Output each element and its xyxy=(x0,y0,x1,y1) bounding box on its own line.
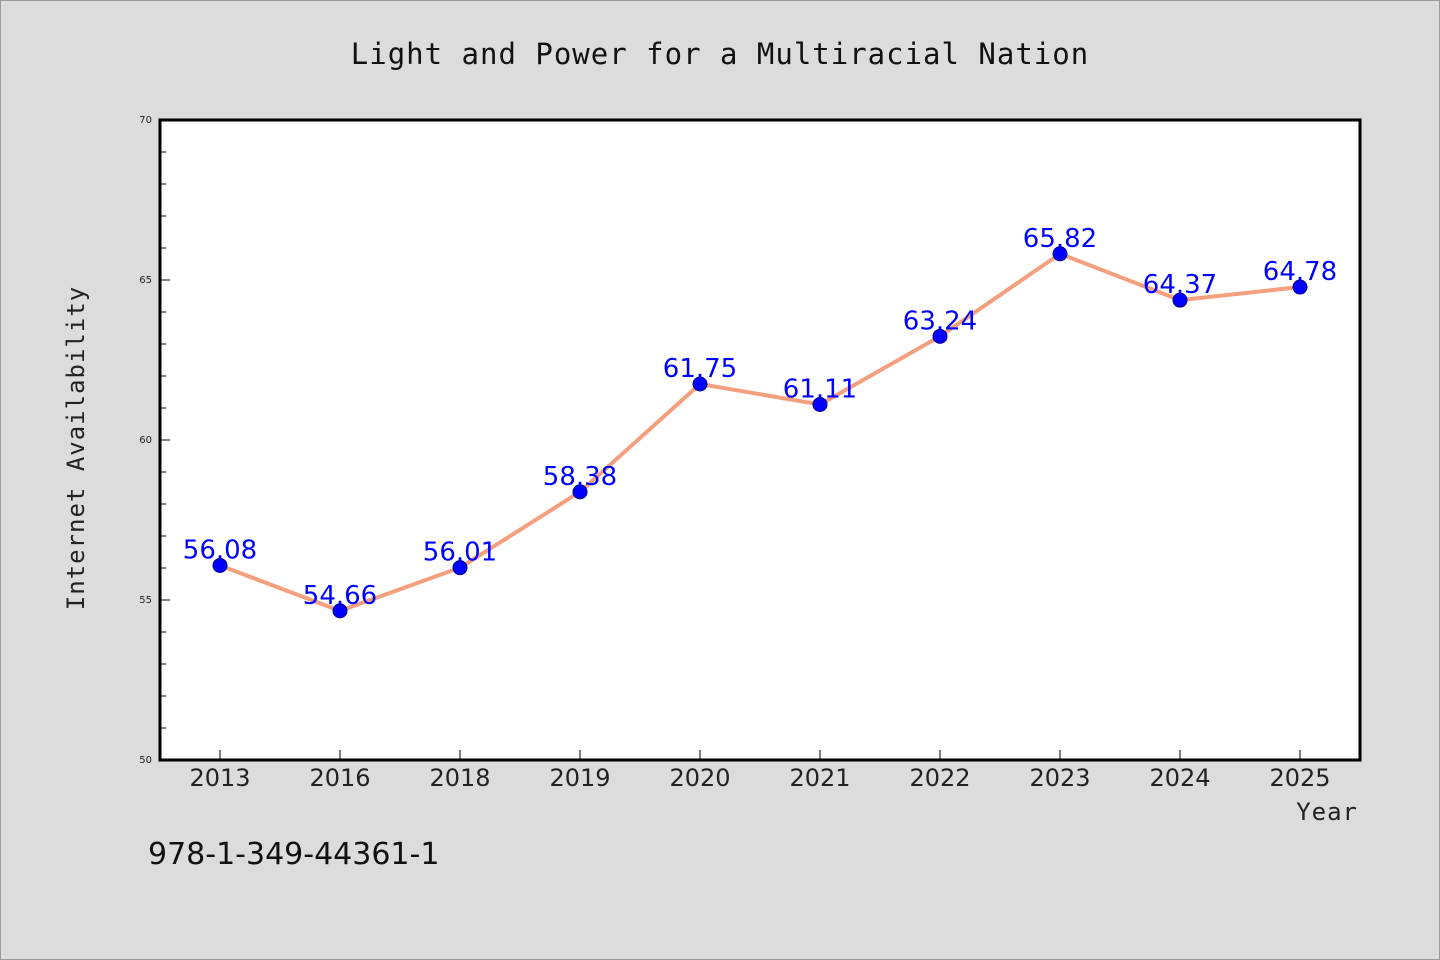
x-axis: 2013 2016 2018 2019 2020 2021 2022 2023 2024 2025 xyxy=(189,750,1331,792)
data-label: 56.01 xyxy=(423,538,497,568)
y-tick-label: 65 xyxy=(139,275,152,286)
x-tick-label: 2019 xyxy=(549,764,610,792)
y-axis-title: Internet Availability xyxy=(62,286,90,610)
data-point xyxy=(332,603,348,619)
footnote-isbn: 978-1-349-44361-1 xyxy=(148,837,439,872)
x-tick-label: 2024 xyxy=(1149,764,1210,792)
y-axis: 50 55 60 65 70 xyxy=(139,115,170,766)
data-label: 54.66 xyxy=(303,581,377,611)
data-point xyxy=(1292,279,1308,295)
y-tick-label: 50 xyxy=(139,755,152,766)
data-point xyxy=(1172,292,1188,308)
data-point xyxy=(572,484,588,500)
x-tick-label: 2016 xyxy=(309,764,370,792)
x-tick-label: 2022 xyxy=(909,764,970,792)
data-label: 56.08 xyxy=(183,535,257,565)
data-label: 63.24 xyxy=(903,306,977,336)
data-label: 58.38 xyxy=(543,462,617,492)
y-tick-label: 70 xyxy=(139,115,152,126)
x-axis-title: Year xyxy=(1296,798,1358,826)
series-layer xyxy=(212,246,1308,619)
x-tick-label: 2023 xyxy=(1029,764,1090,792)
y-tick-label: 60 xyxy=(139,435,152,446)
x-tick-label: 2020 xyxy=(669,764,730,792)
data-label: 61.75 xyxy=(663,354,737,384)
x-tick-label: 2018 xyxy=(429,764,490,792)
data-point xyxy=(452,560,468,576)
data-label: 64.78 xyxy=(1263,257,1337,287)
x-tick-label: 2025 xyxy=(1269,764,1330,792)
data-point xyxy=(692,376,708,392)
y-tick-label: 55 xyxy=(139,595,152,606)
data-point xyxy=(812,396,828,412)
data-point xyxy=(212,557,228,573)
data-label: 64.37 xyxy=(1143,270,1217,300)
data-labels: 56.08 54.66 56.01 58.38 61.75 61.11 63.24 65.82… xyxy=(183,224,1337,611)
x-tick-label: 2021 xyxy=(789,764,850,792)
data-point xyxy=(1052,246,1068,262)
x-tick-label: 2013 xyxy=(189,764,250,792)
chart-title: Light and Power for a Multiracial Nation xyxy=(351,37,1089,71)
data-label: 61.11 xyxy=(783,374,857,404)
data-point xyxy=(932,328,948,344)
plot-area xyxy=(158,118,1362,762)
data-label: 65.82 xyxy=(1023,224,1097,254)
series-line xyxy=(218,251,1302,613)
